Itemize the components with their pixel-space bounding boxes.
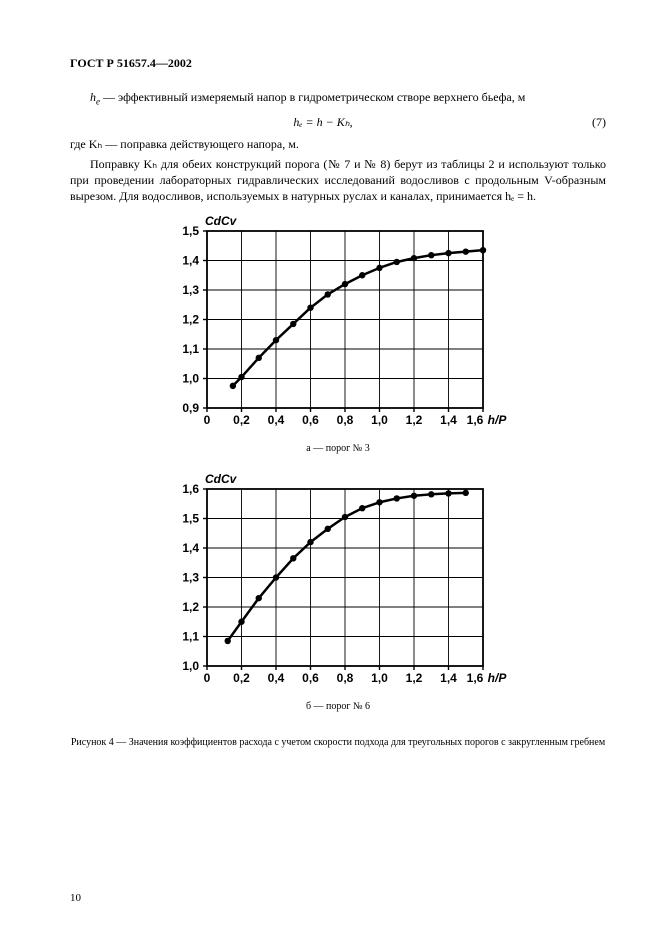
svg-text:1,2: 1,2: [406, 671, 423, 685]
svg-text:0,8: 0,8: [337, 671, 354, 685]
svg-text:0,6: 0,6: [302, 671, 319, 685]
svg-text:h/P: h/P: [488, 671, 508, 685]
svg-text:1,5: 1,5: [182, 224, 199, 238]
svg-text:1,0: 1,0: [182, 659, 199, 673]
figure-caption: Рисунок 4 — Значения коэффициентов расхо…: [71, 736, 605, 749]
chart-a: 0 0,2 0,4 0,6 0,8 1,0 1,2 1,4 h/P 1,6 0,9 1,0 1,1 1,2…: [163, 211, 513, 436]
svg-text:0,4: 0,4: [268, 671, 285, 685]
chart-b-caption: б — порог № 6: [306, 700, 370, 714]
svg-text:0,2: 0,2: [233, 413, 250, 427]
svg-text:0,4: 0,4: [268, 413, 285, 427]
svg-text:1,4: 1,4: [182, 541, 199, 555]
para-main: Поправку Kₕ для обеих конструкций порога…: [70, 156, 606, 205]
svg-text:0,6: 0,6: [302, 413, 319, 427]
svg-text:CdCv: CdCv: [205, 214, 238, 228]
svg-text:1,0: 1,0: [371, 413, 388, 427]
para-he-def: he — эффективный измеряемый напор в гидр…: [70, 89, 606, 108]
svg-text:0,9: 0,9: [182, 401, 199, 415]
page-number: 10: [70, 891, 81, 906]
svg-text:0: 0: [204, 671, 211, 685]
svg-text:h/P: h/P: [488, 413, 508, 427]
svg-text:CdCv: CdCv: [205, 472, 238, 486]
svg-text:1,0: 1,0: [371, 671, 388, 685]
svg-text:1,6: 1,6: [467, 413, 484, 427]
svg-text:1,6: 1,6: [182, 482, 199, 496]
svg-text:1,0: 1,0: [182, 371, 199, 385]
para-kh: где Kₕ — поправка действующего напора, м…: [70, 136, 606, 152]
svg-text:1,2: 1,2: [182, 600, 199, 614]
svg-text:1,6: 1,6: [467, 671, 484, 685]
chart-a-caption: а — порог № 3: [306, 442, 369, 456]
svg-text:1,4: 1,4: [182, 253, 199, 267]
formula-number: (7): [576, 114, 606, 130]
svg-text:0,2: 0,2: [233, 671, 250, 685]
para-he-text: — эффективный измеряемый напор в гидроме…: [100, 90, 525, 104]
formula-row: hₑ = h − Kₕ, (7): [70, 114, 606, 130]
svg-text:1,3: 1,3: [182, 283, 199, 297]
formula-text: hₑ = h − Kₕ,: [70, 114, 576, 130]
doc-header: ГОСТ Р 51657.4—2002: [70, 55, 606, 71]
svg-text:1,2: 1,2: [182, 312, 199, 326]
svg-text:1,1: 1,1: [182, 342, 199, 356]
svg-text:1,4: 1,4: [440, 671, 457, 685]
chart-b: 0 0,2 0,4 0,6 0,8 1,0 1,2 1,4 h/P 1,6 1,0 1,1 1,2 1,3…: [163, 469, 513, 694]
svg-text:0,8: 0,8: [337, 413, 354, 427]
svg-text:1,1: 1,1: [182, 630, 199, 644]
svg-text:1,5: 1,5: [182, 512, 199, 526]
svg-text:0: 0: [204, 413, 211, 427]
svg-text:1,2: 1,2: [406, 413, 423, 427]
svg-text:1,4: 1,4: [440, 413, 457, 427]
svg-text:1,3: 1,3: [182, 571, 199, 585]
